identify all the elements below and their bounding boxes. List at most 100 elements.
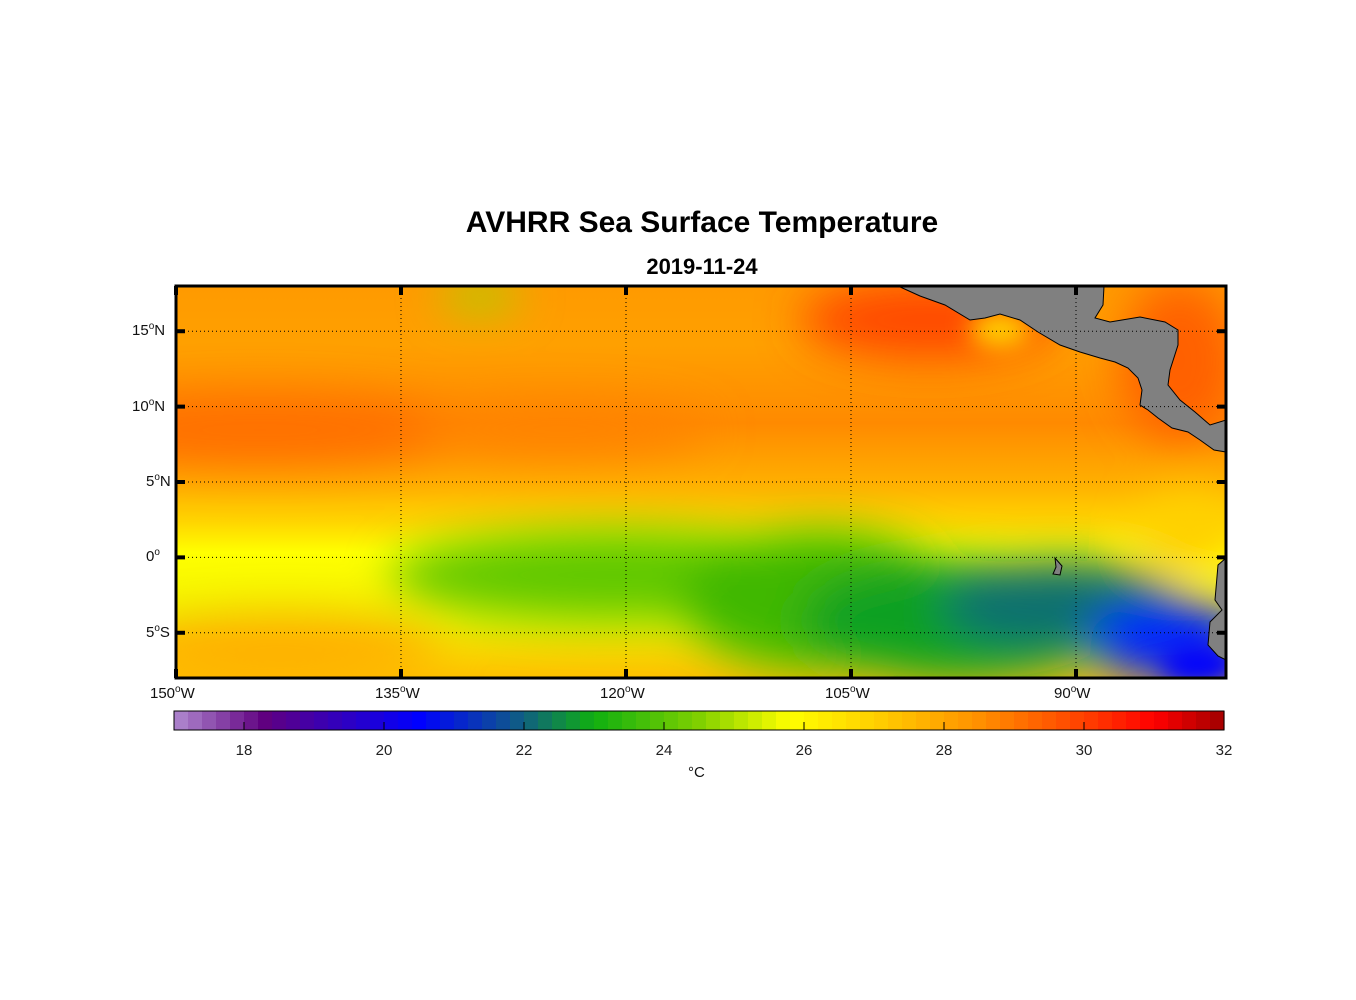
colorbar-segment xyxy=(860,711,875,730)
colorbar-segment xyxy=(202,711,217,730)
colorbar-segment xyxy=(454,711,469,730)
colorbar-segment xyxy=(538,711,553,730)
colorbar-tick-label: 26 xyxy=(796,742,813,759)
colorbar-segment xyxy=(1210,711,1225,730)
colorbar-segment xyxy=(916,711,931,730)
colorbar-segment xyxy=(314,711,329,730)
lon-tick-label: 120oW xyxy=(600,684,645,702)
colorbar-segment xyxy=(1182,711,1197,730)
colorbar-segment xyxy=(1168,711,1183,730)
colorbar-segment xyxy=(608,711,623,730)
colorbar-segment xyxy=(1126,711,1141,730)
chart-title: AVHRR Sea Surface Temperature xyxy=(465,206,939,239)
central-america-land xyxy=(897,285,1227,453)
colorbar-segment xyxy=(426,711,441,730)
colorbar-segment xyxy=(1028,711,1043,730)
colorbar-segment xyxy=(734,711,749,730)
lat-tick-label: 10oN xyxy=(132,396,166,415)
colorbar-segment xyxy=(342,711,357,730)
colorbar-segment xyxy=(944,711,959,730)
lon-tick-label: 150oW xyxy=(150,684,195,702)
lat-tick-label: 5oS xyxy=(146,622,170,641)
colorbar-segment xyxy=(664,711,679,730)
colorbar-tick-label: 32 xyxy=(1216,742,1233,759)
colorbar-segment xyxy=(720,711,735,730)
colorbar-segment xyxy=(370,711,385,730)
colorbar-segment xyxy=(678,711,693,730)
colorbar-segment xyxy=(440,711,455,730)
colorbar-segment xyxy=(286,711,301,730)
colorbar-segment xyxy=(552,711,567,730)
lon-tick-label: 135oW xyxy=(375,684,420,702)
colorbar-segment xyxy=(1112,711,1127,730)
colorbar-frame xyxy=(173,710,1225,731)
colorbar-segment xyxy=(748,711,763,730)
colorbar-segment xyxy=(1084,711,1099,730)
colorbar-segment xyxy=(1070,711,1085,730)
colorbar-segment xyxy=(356,711,371,730)
colorbar-segment xyxy=(1140,711,1155,730)
colorbar-segment xyxy=(188,711,203,730)
colorbar-segment xyxy=(566,711,581,730)
colorbar-tick-label: 28 xyxy=(936,742,953,759)
colorbar-tick-label: 30 xyxy=(1076,742,1093,759)
colorbar-segment xyxy=(972,711,987,730)
colorbar-tick-label: 20 xyxy=(376,742,393,759)
lat-tick-label: 0o xyxy=(146,547,160,566)
colorbar-segment xyxy=(762,711,777,730)
colorbar-segment xyxy=(524,711,539,730)
colorbar-segment xyxy=(1042,711,1057,730)
colorbar-segment xyxy=(902,711,917,730)
colorbar-segment xyxy=(1056,711,1071,730)
colorbar-segment xyxy=(328,711,343,730)
map-frame xyxy=(174,284,1228,680)
lon-tick-label: 105oW xyxy=(825,684,870,702)
galapagos-land xyxy=(1052,556,1063,576)
colorbar-tick-label: 18 xyxy=(236,742,253,759)
colorbar-segment xyxy=(1014,711,1029,730)
colorbar-segment xyxy=(174,711,189,730)
colorbar-segment xyxy=(384,711,399,730)
colorbar-unit: °C xyxy=(688,764,705,781)
colorbar-segment xyxy=(1154,711,1169,730)
colorbar-segment xyxy=(272,711,287,730)
colorbar-segment xyxy=(888,711,903,730)
colorbar-segment xyxy=(986,711,1001,730)
colorbar-segment xyxy=(958,711,973,730)
sst-field xyxy=(176,286,1226,678)
colorbar-segment xyxy=(412,711,427,730)
colorbar-segment xyxy=(818,711,833,730)
colorbar-segment xyxy=(1098,711,1113,730)
colorbar-segment xyxy=(244,711,259,730)
colorbar-segment xyxy=(790,711,805,730)
colorbar-segment xyxy=(874,711,889,730)
chart-subtitle: 2019-11-24 xyxy=(646,254,758,279)
colorbar-segment xyxy=(580,711,595,730)
colorbar-segment xyxy=(804,711,819,730)
colorbar-segment xyxy=(636,711,651,730)
colorbar: 18 20 22 24 26 28 30 32 xyxy=(173,710,1233,759)
colorbar-segment xyxy=(468,711,483,730)
colorbar-tick-label: 22 xyxy=(516,742,533,759)
colorbar-segment xyxy=(216,711,231,730)
colorbar-segment xyxy=(650,711,665,730)
colorbar-segment xyxy=(706,711,721,730)
colorbar-segment xyxy=(930,711,945,730)
colorbar-segment xyxy=(622,711,637,730)
colorbar-tick-label: 24 xyxy=(656,742,673,759)
colorbar-segment xyxy=(776,711,791,730)
colorbar-segment xyxy=(482,711,497,730)
colorbar-segment xyxy=(1000,711,1015,730)
colorbar-segment xyxy=(692,711,707,730)
colorbar-segment xyxy=(846,711,861,730)
lat-tick-label: 5oN xyxy=(146,472,171,490)
colorbar-segment xyxy=(230,711,245,730)
colorbar-segment xyxy=(594,711,609,730)
colorbar-segment xyxy=(510,711,525,730)
colorbar-segment xyxy=(1196,711,1211,730)
colorbar-segment xyxy=(496,711,511,730)
colorbar-segment xyxy=(832,711,847,730)
colorbar-segment xyxy=(398,711,413,730)
